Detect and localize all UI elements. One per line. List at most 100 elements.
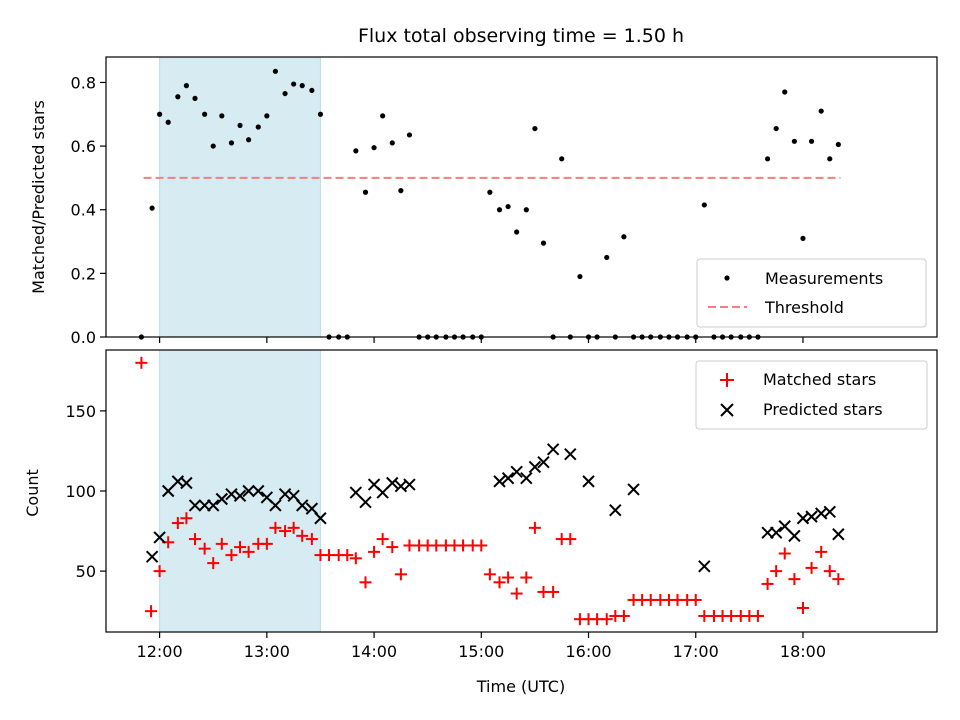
matched-star-point bbox=[386, 541, 399, 554]
chart-title: Flux total observing time = 1.50 h bbox=[358, 25, 684, 47]
matched-star-point bbox=[180, 512, 193, 525]
measurement-point bbox=[272, 68, 279, 74]
matched-star-point bbox=[198, 542, 211, 555]
measurement-point bbox=[808, 138, 815, 144]
matched-star-point bbox=[359, 576, 372, 589]
matched-star-point bbox=[689, 593, 702, 606]
matched-star-point bbox=[815, 545, 828, 558]
matched-star-point bbox=[520, 571, 533, 584]
bottom-x-ticks: 12:00 13:00 14:00 15:00 16:00 17:00 18:00 bbox=[137, 632, 826, 661]
matched-star-point bbox=[341, 549, 354, 562]
marker-stroke bbox=[349, 486, 363, 499]
marker-stroke bbox=[233, 489, 247, 503]
marker-stroke bbox=[537, 455, 550, 469]
marker-stroke bbox=[359, 496, 372, 509]
predicted-star-point bbox=[242, 484, 255, 498]
measurement-point bbox=[540, 240, 547, 246]
y-tick-label: 0.8 bbox=[71, 73, 96, 92]
predicted-star-point bbox=[546, 443, 560, 456]
matched-star-point bbox=[296, 529, 309, 542]
measurement-point bbox=[183, 83, 190, 89]
measurement-point bbox=[149, 205, 155, 211]
bottom-legend: Matched stars Predicted stars bbox=[695, 360, 928, 430]
marker-stroke bbox=[510, 465, 523, 478]
x-tick-label: 15:00 bbox=[458, 642, 504, 661]
matched-star-point bbox=[805, 561, 818, 574]
matched-star-point bbox=[483, 568, 496, 581]
x-tick-label: 17:00 bbox=[673, 642, 719, 661]
marker-stroke bbox=[778, 520, 791, 533]
measurement-point bbox=[827, 156, 833, 162]
bottom-y-ticks: 50 100 150 bbox=[65, 402, 106, 581]
predicted-star-point bbox=[349, 486, 363, 499]
measurement-point bbox=[389, 140, 395, 146]
matched-star-point bbox=[225, 549, 238, 562]
measurement-point bbox=[398, 188, 404, 194]
measurement-point bbox=[299, 83, 305, 89]
marker-stroke bbox=[823, 505, 836, 519]
measurement-point bbox=[362, 189, 369, 195]
matched-star-point bbox=[145, 605, 158, 618]
marker-stroke bbox=[269, 499, 282, 512]
matched-star-point bbox=[207, 557, 220, 570]
predicted-star-point bbox=[145, 550, 159, 563]
matched-star-point bbox=[242, 545, 255, 558]
matched-star-point bbox=[394, 568, 407, 581]
marker-stroke bbox=[582, 475, 595, 488]
y-tick-label: 0.2 bbox=[71, 264, 96, 283]
marker-stroke bbox=[376, 486, 389, 499]
matched-star-point bbox=[376, 533, 389, 546]
measurement-point bbox=[264, 113, 270, 119]
measurement-point bbox=[773, 125, 779, 132]
measurement-point bbox=[406, 132, 413, 138]
marker-stroke bbox=[564, 447, 577, 461]
measurement-point bbox=[157, 111, 163, 117]
measurement-point bbox=[228, 140, 235, 146]
matched-star-point bbox=[502, 571, 515, 584]
bottom-legend-box bbox=[695, 360, 928, 430]
predicted-star-point bbox=[564, 447, 577, 461]
predicted-star-point bbox=[698, 560, 711, 573]
predicted-star-point bbox=[520, 471, 533, 485]
matched-star-point bbox=[564, 533, 577, 546]
predicted-star-point bbox=[769, 526, 783, 539]
matched-star-point bbox=[215, 537, 228, 550]
marker-stroke bbox=[501, 471, 515, 485]
measurement-point bbox=[317, 111, 324, 117]
top-axes-frame bbox=[105, 56, 938, 338]
predicted-star-point bbox=[403, 478, 416, 491]
measurement-point bbox=[309, 87, 315, 94]
observing-span-top bbox=[159, 56, 321, 338]
marker-stroke bbox=[296, 499, 309, 512]
y-tick-label: 0.6 bbox=[71, 137, 96, 156]
marker-stroke bbox=[546, 443, 560, 456]
measurement-point bbox=[604, 254, 610, 261]
marker-stroke bbox=[769, 526, 783, 539]
legend-threshold-label: Threshold bbox=[764, 298, 844, 317]
marker-stroke bbox=[627, 483, 640, 496]
predicted-star-point bbox=[493, 475, 506, 488]
marker-stroke bbox=[493, 475, 506, 488]
measurement-point bbox=[505, 203, 511, 210]
measurement-point bbox=[192, 95, 198, 101]
legend-matched-label: Matched stars bbox=[763, 370, 876, 389]
marker-stroke bbox=[805, 510, 818, 523]
x-tick-label: 13:00 bbox=[244, 642, 290, 661]
measurement-point bbox=[621, 234, 627, 240]
marker-stroke bbox=[520, 471, 533, 485]
marker-stroke bbox=[242, 484, 255, 498]
top-panel: 0.00.20.40.60.8 Matched/Predicted stars … bbox=[29, 56, 938, 347]
measurement-point bbox=[701, 202, 707, 208]
predicted-star-point bbox=[359, 496, 372, 509]
matched-star-points bbox=[135, 356, 845, 626]
predicted-star-point bbox=[296, 499, 309, 512]
measurement-point bbox=[165, 119, 171, 125]
matched-star-point bbox=[493, 576, 506, 589]
bottom-axes-frame bbox=[105, 349, 938, 633]
matched-star-point bbox=[279, 525, 292, 538]
matched-star-point bbox=[153, 565, 166, 578]
matched-star-point bbox=[761, 577, 774, 590]
measurement-point bbox=[496, 207, 503, 213]
legend-predicted-marker bbox=[720, 403, 734, 417]
